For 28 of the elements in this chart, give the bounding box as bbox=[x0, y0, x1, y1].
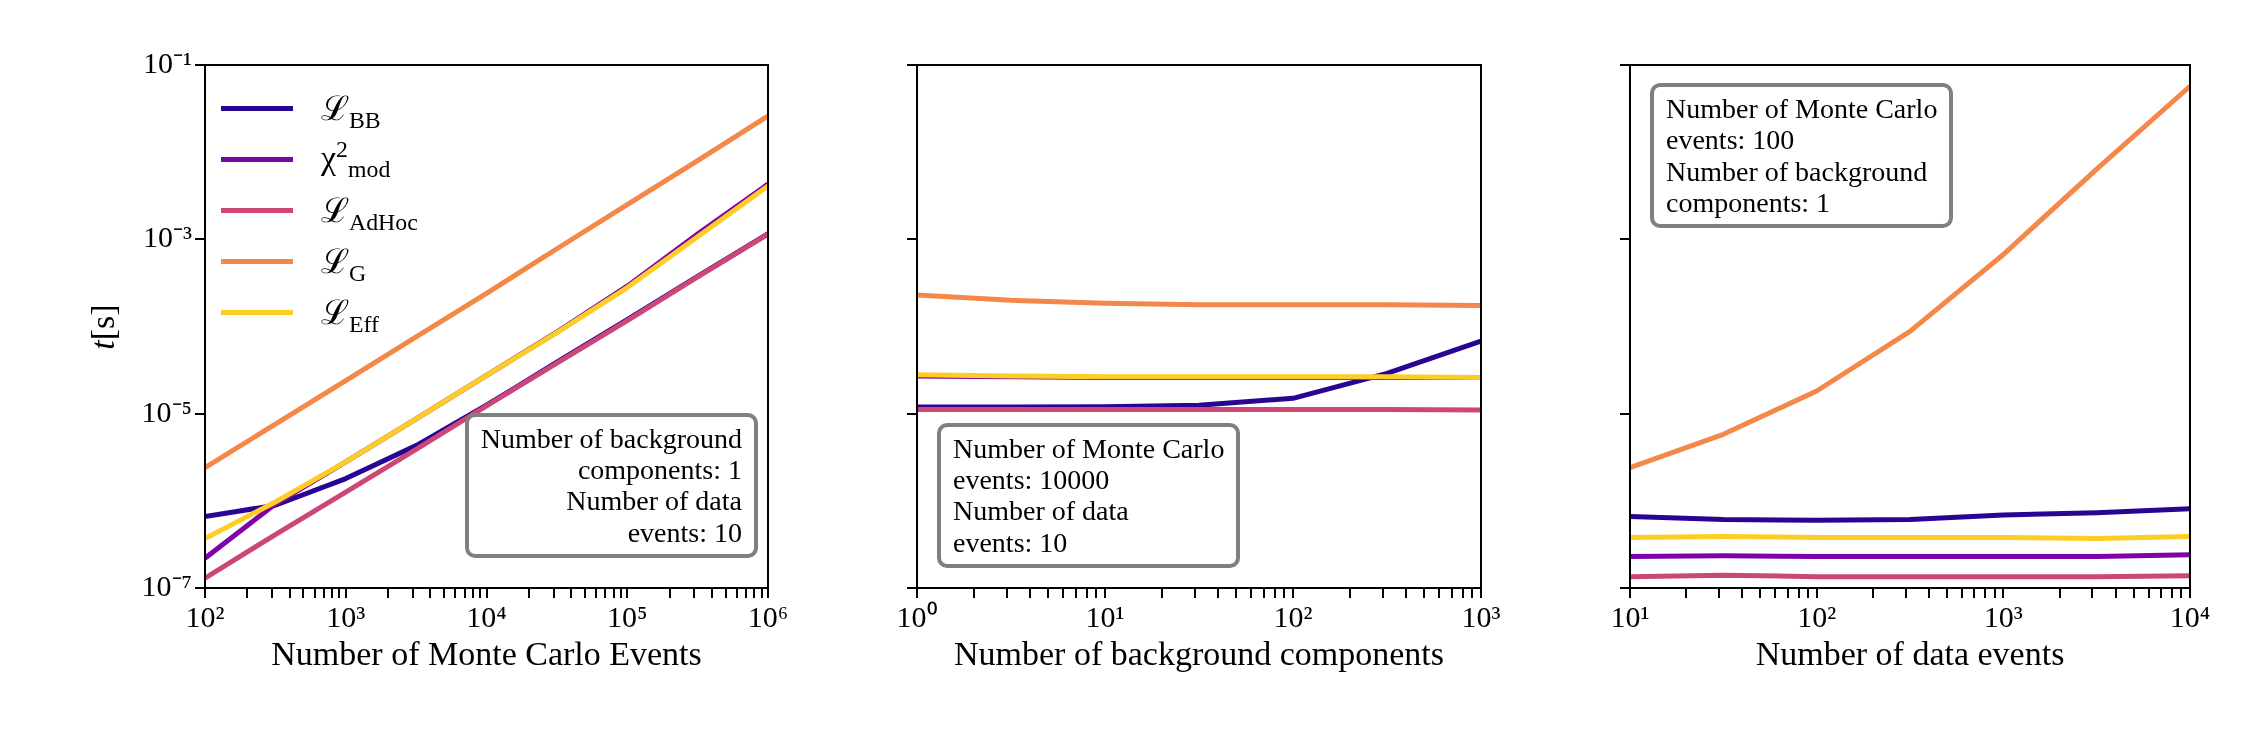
x-tick-label: 10⁴ bbox=[2169, 599, 2211, 633]
annotation: Number of Monte Carlo events: 10000 Number of data events: 10 bbox=[937, 422, 1241, 568]
legend-label: ℒ$_{G}$ bbox=[321, 241, 367, 287]
x-tick-label: 10² bbox=[185, 599, 225, 633]
x-tick-label: 10⁶ bbox=[747, 599, 789, 633]
y-tick-label: 10⁻⁵ bbox=[141, 394, 192, 428]
y-tick-label: 10⁻³ bbox=[143, 220, 192, 254]
x-tick-label: 10⁴ bbox=[466, 599, 507, 633]
y-tick-label: 10⁻¹ bbox=[143, 45, 192, 79]
x-tick-label: 10⁰ bbox=[896, 599, 938, 633]
x-axis-title: Number of background components bbox=[953, 634, 1445, 672]
legend-label: ℒ$_{AdHoc}$ bbox=[321, 190, 418, 236]
annotation: Number of background components: 1 Number of data events: 10 bbox=[464, 412, 758, 558]
x-tick-label: 10¹ bbox=[1610, 599, 1650, 633]
x-tick-label: 10¹ bbox=[1085, 599, 1125, 633]
x-tick-label: 10⁵ bbox=[607, 599, 648, 633]
x-tick-label: 10³ bbox=[1983, 599, 2023, 633]
x-axis-title: Number of data events bbox=[1755, 634, 2065, 672]
legend-label: ℒ$_{BB}$ bbox=[321, 88, 381, 134]
x-tick-label: 10³ bbox=[326, 599, 366, 633]
x-tick-label: 10² bbox=[1797, 599, 1837, 633]
x-axis-title: Number of Monte Carlo Events bbox=[271, 634, 702, 672]
annotation: Number of Monte Carlo events: 100 Number of background components: 1 bbox=[1650, 83, 1954, 229]
y-tick-label: 10⁻⁷ bbox=[141, 568, 192, 602]
y-axis-title: t[s] bbox=[83, 303, 122, 350]
x-tick-label: 10³ bbox=[1461, 599, 1501, 633]
legend-label: ℒ$_{Eff}$ bbox=[321, 292, 379, 338]
x-tick-label: 10² bbox=[1273, 599, 1313, 633]
